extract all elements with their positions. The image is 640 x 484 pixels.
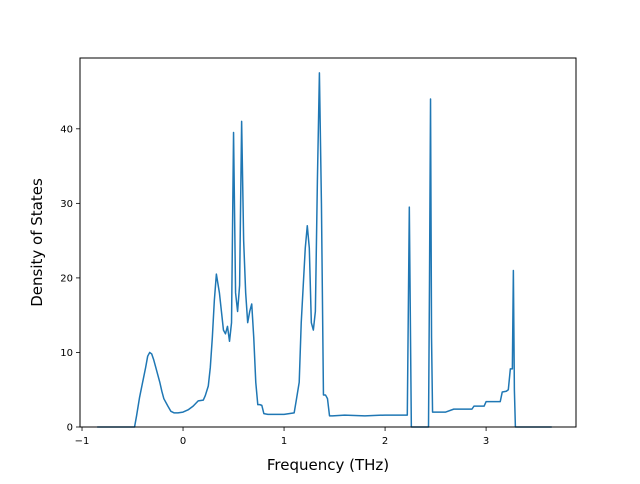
x-axis-ticks: −1 0 1 2 3 [75, 427, 489, 447]
x-tick-label: −1 [75, 436, 90, 447]
x-tick-label: 0 [180, 436, 186, 447]
y-axis-ticks: 0 10 20 30 40 [60, 124, 80, 434]
y-tick-label: 30 [60, 199, 73, 210]
y-tick-label: 0 [67, 423, 73, 434]
y-tick-label: 40 [60, 124, 73, 135]
axes-frame [79, 57, 577, 428]
y-axis-title: Density of States [28, 178, 46, 307]
x-axis-title: Frequency (THz) [267, 456, 389, 474]
x-tick-label: 2 [382, 436, 388, 447]
x-tick-label: 3 [483, 436, 489, 447]
plot-area [97, 72, 552, 428]
y-tick-label: 10 [60, 348, 73, 359]
dos-series-line-0 [97, 72, 552, 428]
y-tick-label: 20 [60, 273, 73, 284]
x-tick-label: 1 [281, 436, 287, 447]
